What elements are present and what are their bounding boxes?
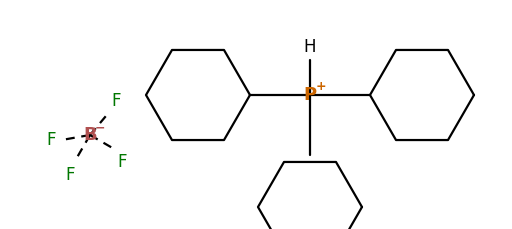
Text: F: F bbox=[117, 153, 127, 171]
Text: +: + bbox=[316, 81, 326, 93]
Text: −: − bbox=[95, 122, 105, 134]
Text: P: P bbox=[304, 86, 316, 104]
Text: B: B bbox=[83, 126, 97, 144]
Text: H: H bbox=[304, 38, 316, 56]
Text: F: F bbox=[111, 92, 120, 109]
Text: F: F bbox=[46, 131, 56, 149]
Text: F: F bbox=[66, 166, 75, 184]
